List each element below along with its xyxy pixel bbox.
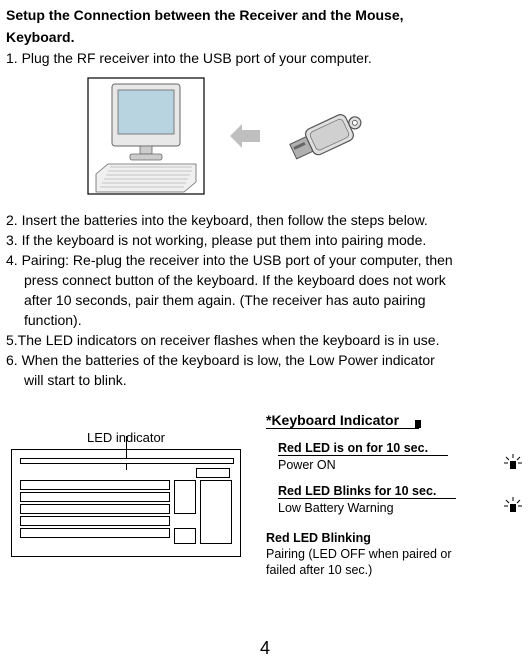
arrow-left-icon xyxy=(230,124,260,148)
step-4-line2: press connect button of the keyboard. If… xyxy=(6,272,524,290)
steps-list: 2. Insert the batteries into the keyboar… xyxy=(6,212,524,389)
step-4-line1: 4. Pairing: Re-plug the receiver into th… xyxy=(6,252,524,270)
lower-section: LED indicator xyxy=(6,412,524,577)
section-title-line2: Keyboard. xyxy=(6,28,524,46)
indicator-2-sub: Low Battery Warning xyxy=(278,501,394,515)
indicator-1-title-text: Red LED is on for 10 sec. xyxy=(278,441,428,455)
indicator-2-title: Red LED Blinks for 10 sec. xyxy=(278,484,456,499)
indicator-group-1: Red LED is on for 10 sec. Power ON xyxy=(266,439,524,472)
keyboard-diagram-block: LED indicator xyxy=(6,412,246,577)
step-1-text: 1. Plug the RF receiver into the USB por… xyxy=(6,50,524,66)
keyboard-outline xyxy=(11,449,241,557)
led-solid-icon xyxy=(411,416,425,430)
keyboard-indicator-title: *Keyboard Indicator xyxy=(266,412,419,429)
indicator-3-sub1: Pairing (LED OFF when paired or xyxy=(266,547,452,561)
section-title-line1: Setup the Connection between the Receive… xyxy=(6,6,524,24)
step-6-line1: 6. When the batteries of the keyboard is… xyxy=(6,352,524,370)
computer-icon xyxy=(86,76,206,196)
step-4-line3: after 10 seconds, pair them again. (The … xyxy=(6,292,524,310)
keyboard-indicator-title-text: *Keyboard Indicator xyxy=(266,412,399,428)
step-6-line2: will start to blink. xyxy=(6,372,524,390)
indicator-group-2: Red LED Blinks for 10 sec. Low Battery W… xyxy=(266,482,524,515)
page-number: 4 xyxy=(0,638,530,659)
led-rays-icon xyxy=(504,454,522,472)
keyboard-indicator-block: *Keyboard Indicator Red LED is on for 10… xyxy=(266,412,524,577)
indicator-1-title: Red LED is on for 10 sec. xyxy=(278,441,448,456)
indicator-3-sub2: failed after 10 sec.) xyxy=(266,563,372,577)
diagram-row xyxy=(6,72,524,210)
indicator-3-title: Red LED Blinking xyxy=(266,531,371,545)
indicator-group-3: Red LED Blinking Pairing (LED OFF when p… xyxy=(266,529,524,577)
indicator-1-sub: Power ON xyxy=(278,458,336,472)
indicator-2-title-text: Red LED Blinks for 10 sec. xyxy=(278,484,436,498)
step-5-text: 5.The LED indicators on receiver flashes… xyxy=(6,332,524,350)
step-4-line4: function). xyxy=(6,312,524,330)
step-3-text: 3. If the keyboard is not working, pleas… xyxy=(6,232,524,250)
usb-dongle-icon xyxy=(284,101,374,171)
led-rays-icon xyxy=(504,497,522,515)
step-2-text: 2. Insert the batteries into the keyboar… xyxy=(6,212,524,230)
